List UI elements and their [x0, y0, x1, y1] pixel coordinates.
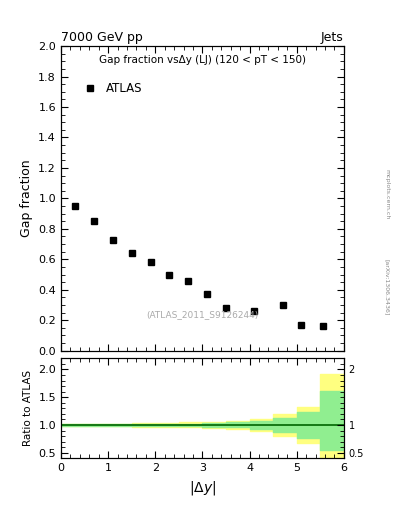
- X-axis label: $|\Delta y|$: $|\Delta y|$: [189, 479, 216, 497]
- Text: [arXiv:1306.3436]: [arXiv:1306.3436]: [385, 259, 389, 315]
- ATLAS: [320, 323, 325, 329]
- Text: Jets: Jets: [321, 31, 344, 44]
- Text: (ATLAS_2011_S9126244): (ATLAS_2011_S9126244): [146, 310, 259, 318]
- ATLAS: [92, 218, 96, 224]
- ATLAS: [205, 291, 209, 297]
- Text: 7000 GeV pp: 7000 GeV pp: [61, 31, 143, 44]
- ATLAS: [167, 271, 172, 278]
- ATLAS: [186, 278, 191, 284]
- ATLAS: [299, 322, 304, 328]
- ATLAS: [280, 302, 285, 308]
- Legend: ATLAS: ATLAS: [72, 76, 148, 101]
- Y-axis label: Ratio to ATLAS: Ratio to ATLAS: [23, 370, 33, 446]
- ATLAS: [252, 308, 257, 314]
- ATLAS: [224, 305, 228, 311]
- ATLAS: [129, 250, 134, 257]
- ATLAS: [110, 237, 115, 243]
- Text: Gap fraction vsΔy (LJ) (120 < pT < 150): Gap fraction vsΔy (LJ) (120 < pT < 150): [99, 55, 306, 65]
- Y-axis label: Gap fraction: Gap fraction: [20, 160, 33, 237]
- Text: mcplots.cern.ch: mcplots.cern.ch: [385, 169, 389, 220]
- ATLAS: [148, 259, 153, 265]
- Line: ATLAS: ATLAS: [72, 203, 325, 328]
- ATLAS: [73, 203, 77, 209]
